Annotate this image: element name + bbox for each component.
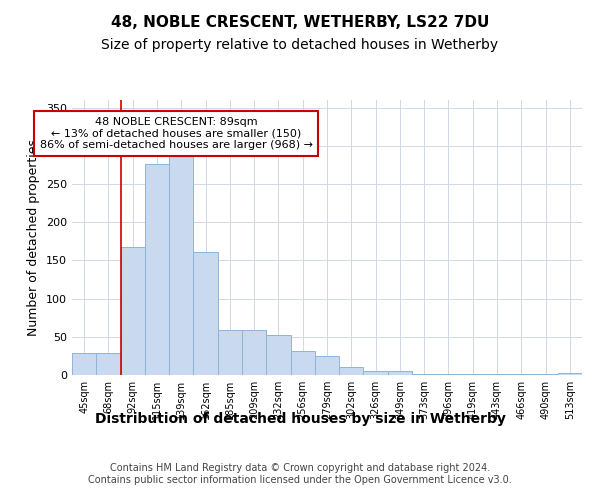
Y-axis label: Number of detached properties: Number of detached properties <box>28 139 40 336</box>
Bar <box>145 164 169 375</box>
Bar <box>121 246 145 375</box>
Bar <box>290 352 315 375</box>
Bar <box>242 330 266 375</box>
Bar <box>193 252 218 375</box>
Bar <box>485 374 509 375</box>
Bar <box>266 336 290 375</box>
Text: 48 NOBLE CRESCENT: 89sqm
← 13% of detached houses are smaller (150)
86% of semi-: 48 NOBLE CRESCENT: 89sqm ← 13% of detach… <box>40 117 313 150</box>
Bar <box>388 371 412 375</box>
Text: 48, NOBLE CRESCENT, WETHERBY, LS22 7DU: 48, NOBLE CRESCENT, WETHERBY, LS22 7DU <box>111 15 489 30</box>
Bar <box>72 353 96 375</box>
Text: Distribution of detached houses by size in Wetherby: Distribution of detached houses by size … <box>95 412 505 426</box>
Bar <box>169 155 193 375</box>
Text: Size of property relative to detached houses in Wetherby: Size of property relative to detached ho… <box>101 38 499 52</box>
Text: Contains HM Land Registry data © Crown copyright and database right 2024.
Contai: Contains HM Land Registry data © Crown c… <box>88 464 512 485</box>
Bar <box>509 374 533 375</box>
Bar <box>339 366 364 375</box>
Bar <box>533 374 558 375</box>
Bar <box>558 372 582 375</box>
Bar <box>412 374 436 375</box>
Bar <box>436 374 461 375</box>
Bar <box>96 353 121 375</box>
Bar <box>461 374 485 375</box>
Bar <box>364 371 388 375</box>
Bar <box>218 330 242 375</box>
Bar <box>315 356 339 375</box>
